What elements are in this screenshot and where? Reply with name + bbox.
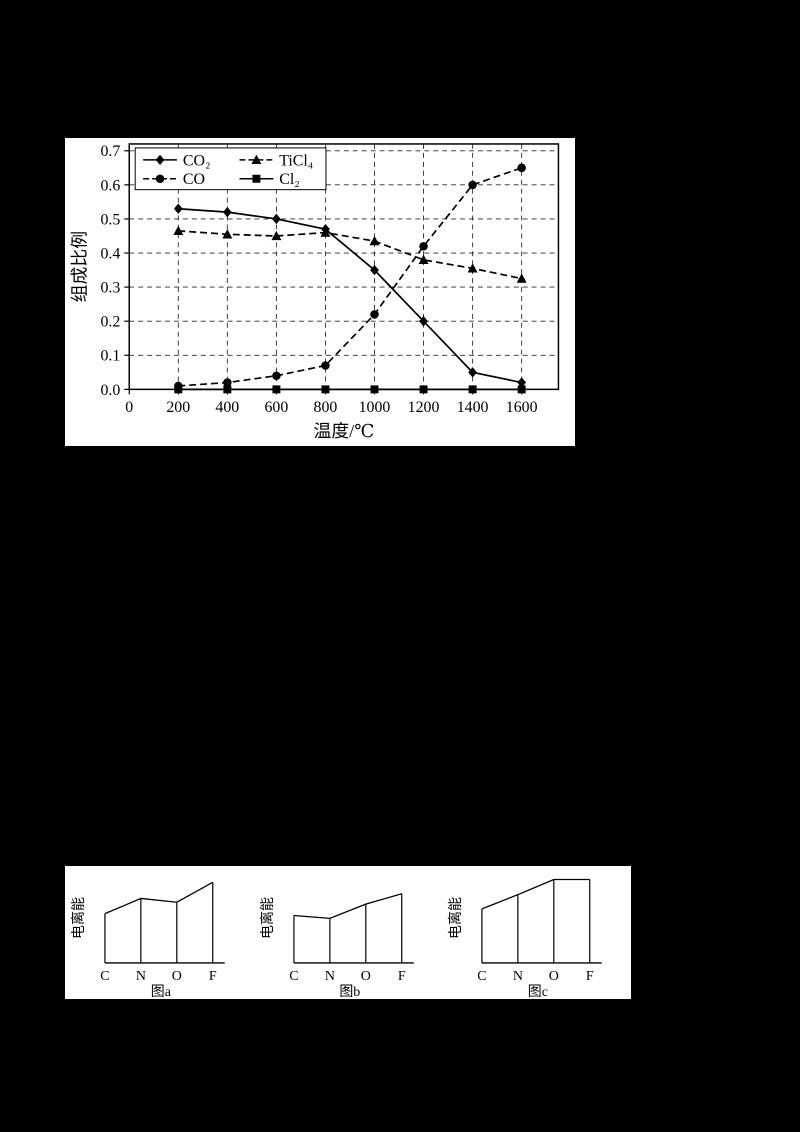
marker-triangle-ticl4 — [369, 235, 380, 246]
x-tick-label: 1600 — [506, 399, 538, 416]
mini-y-axis-label: 电离能 — [447, 897, 464, 939]
element-label: C — [289, 969, 298, 984]
legend-label-ticl4: TiCl₄ — [279, 152, 313, 169]
legend-label-co: CO — [183, 171, 205, 188]
y-tick-label: 0.6 — [100, 177, 120, 194]
y-tick-label: 0.3 — [100, 280, 120, 297]
x-tick-label: 600 — [264, 399, 288, 416]
element-label: N — [136, 969, 146, 984]
marker-circle-legend-co — [155, 174, 165, 184]
legend-box — [134, 147, 327, 191]
element-label: C — [100, 969, 109, 984]
marker-square-cl2 — [223, 385, 232, 394]
marker-square-cl2 — [517, 385, 526, 394]
x-tick-label: 1000 — [359, 399, 391, 416]
element-label: F — [586, 969, 594, 984]
ionization-energy-panel: C N O F 电离能图a C N O F 电离能图b C N O F 电离能图c — [64, 865, 632, 1000]
y-axis-label: 组成比例 — [70, 231, 90, 303]
marker-circle-co — [223, 378, 232, 387]
series-co-line — [178, 167, 522, 387]
element-label: N — [513, 969, 523, 984]
x-tick-label: 1200 — [408, 399, 440, 416]
marker-square-cl2 — [272, 385, 281, 394]
x-tick-label: 800 — [314, 399, 338, 416]
mini-caption: 图c — [528, 985, 548, 999]
element-label: O — [172, 969, 182, 984]
x-axis-label: 温度/℃ — [313, 421, 374, 441]
y-tick-label: 0.4 — [100, 245, 120, 262]
profile-line — [293, 893, 402, 920]
marker-circle-co — [321, 361, 330, 370]
legend-label-co2: CO₂ — [183, 152, 211, 169]
x-tick-label: 0 — [125, 399, 133, 416]
composition-chart-panel: 0 200 400 600 800 1000 1200 1400 1600 0.0 0.1 0.2 0.… — [64, 137, 576, 447]
element-label: F — [209, 969, 217, 984]
marker-square-cl2 — [468, 385, 477, 394]
mini-y-axis-label: 电离能 — [70, 897, 87, 939]
composition-vs-temperature-chart: 0 200 400 600 800 1000 1200 1400 1600 0.0 0.1 0.2 0.… — [70, 143, 560, 441]
marker-circle-co — [468, 180, 477, 190]
marker-triangle-ticl4 — [418, 254, 429, 265]
x-tick-label: 400 — [215, 399, 239, 416]
marker-square-cl2 — [321, 385, 330, 394]
marker-circle-co — [419, 241, 428, 251]
x-tick-label: 200 — [166, 399, 190, 416]
marker-diamond-co2 — [173, 203, 183, 214]
marker-diamond-co2 — [370, 264, 379, 276]
marker-circle-co — [517, 163, 526, 173]
series-ticl4-line — [178, 230, 522, 280]
series-co2-line — [178, 207, 522, 384]
marker-square-cl2 — [370, 385, 379, 394]
marker-triangle-ticl4 — [320, 227, 331, 237]
legend-label-cl2: Cl₂ — [279, 171, 300, 188]
marker-triangle-ticl4 — [467, 263, 478, 273]
profile-line — [104, 881, 214, 915]
element-label: O — [549, 969, 559, 984]
mini-caption: 图a — [151, 985, 172, 999]
marker-diamond-co2 — [468, 367, 477, 378]
marker-triangle-legend-ticl4 — [251, 154, 262, 165]
marker-square-cl2 — [419, 385, 428, 394]
mini-y-axis-label: 电离能 — [259, 897, 276, 939]
element-label: C — [478, 969, 487, 984]
y-tick-label: 0.5 — [100, 211, 120, 228]
element-label: O — [360, 969, 370, 984]
y-tick-label: 0.7 — [100, 143, 120, 160]
element-label: F — [398, 969, 406, 984]
y-tick-label: 0.1 — [100, 348, 120, 365]
marker-circle-co — [370, 310, 379, 319]
mini-caption: 图b — [339, 985, 360, 999]
x-tick-label: 1400 — [457, 399, 489, 416]
marker-diamond-co2 — [272, 213, 281, 225]
marker-triangle-ticl4 — [271, 230, 282, 241]
marker-square-cl2 — [174, 385, 183, 394]
marker-circle-co — [272, 371, 281, 381]
marker-square-legend-cl2 — [252, 174, 261, 183]
y-tick-label: 0.0 — [100, 382, 120, 399]
profile-line — [482, 878, 591, 910]
marker-diamond-co2 — [222, 206, 232, 218]
marker-triangle-ticl4 — [173, 225, 184, 236]
marker-triangle-ticl4 — [516, 273, 527, 283]
y-tick-label: 0.2 — [100, 314, 120, 331]
marker-triangle-ticl4 — [222, 229, 233, 239]
element-label: N — [324, 969, 334, 984]
